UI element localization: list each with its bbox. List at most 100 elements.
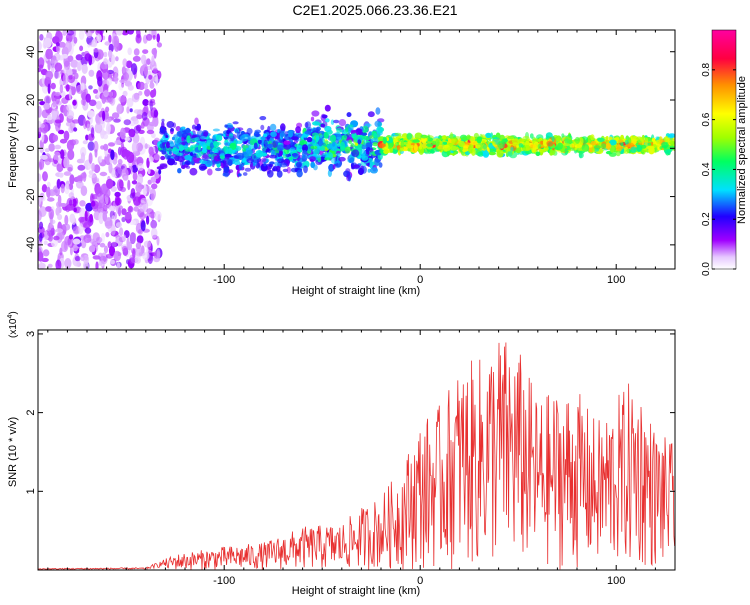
heatmap-cell xyxy=(535,151,541,157)
heatmap-cell xyxy=(346,174,351,182)
heatmap-cell xyxy=(68,88,72,101)
heatmap-cell xyxy=(123,119,131,126)
heatmap-cell xyxy=(374,120,382,128)
y-tick-label: 0 xyxy=(25,145,37,151)
colorbar-tick-label: 0.4 xyxy=(701,162,712,176)
heatmap-cell xyxy=(116,262,121,269)
heatmap-cell xyxy=(488,151,496,156)
heatmap-cell xyxy=(379,142,385,149)
heatmap-cell xyxy=(124,150,131,157)
heatmap-cell xyxy=(54,62,63,72)
heatmap-cell xyxy=(89,213,93,223)
heatmap-cell xyxy=(198,163,207,171)
snr-ylabel: SNR (10 * v/v) xyxy=(7,417,19,487)
heatmap-cell xyxy=(630,146,637,154)
heatmap-cell xyxy=(475,144,481,149)
heatmap-cell xyxy=(420,134,428,139)
heatmap-cell xyxy=(72,99,77,106)
heatmap-cell xyxy=(189,152,193,157)
heatmap-cell xyxy=(111,241,117,247)
heatmap-cell xyxy=(367,111,375,118)
heatmap-cell xyxy=(569,143,575,148)
heatmap-cell xyxy=(156,166,164,170)
heatmap-cell xyxy=(78,223,84,235)
heatmap-cell xyxy=(87,141,95,151)
heatmap-cell xyxy=(144,88,151,97)
heatmap-cell xyxy=(482,150,490,158)
heatmap-cell xyxy=(66,30,75,36)
heatmap-cell xyxy=(373,133,378,138)
heatmap-cell xyxy=(143,66,148,76)
heatmap-cell xyxy=(46,186,51,198)
heatmap-cell xyxy=(54,119,62,124)
heatmap-cell xyxy=(476,136,482,144)
heatmap-cell xyxy=(140,197,148,204)
heatmap-cell xyxy=(43,102,51,110)
heatmap-cell xyxy=(254,133,261,137)
heatmap-cell xyxy=(154,210,162,221)
heatmap-cell xyxy=(426,143,434,147)
heatmap-cell xyxy=(242,144,249,149)
heatmap-cell xyxy=(153,109,159,118)
heatmap-cell xyxy=(63,60,71,71)
heatmap-cell xyxy=(132,248,136,259)
heatmap-cell xyxy=(127,206,134,213)
heatmap-cell xyxy=(86,123,91,132)
heatmap-cell xyxy=(260,124,265,131)
x-tick-label: 100 xyxy=(607,274,625,286)
heatmap-cell xyxy=(132,233,136,238)
heatmap-cell xyxy=(659,146,663,150)
heatmap-cell xyxy=(138,90,143,96)
heatmap-cell xyxy=(227,158,234,163)
heatmap-cell xyxy=(361,145,368,150)
heatmap-cell xyxy=(590,134,595,141)
heatmap-cell xyxy=(232,121,239,125)
heatmap-cell xyxy=(95,186,103,197)
heatmap-cell xyxy=(178,146,185,151)
heatmap-cell xyxy=(184,154,193,161)
heatmap-cell xyxy=(355,128,363,133)
heatmap-cell xyxy=(317,156,322,163)
heatmap-cell xyxy=(71,119,80,124)
heatmap-cell xyxy=(336,153,342,157)
heatmap-cell xyxy=(605,142,612,150)
heatmap-cell xyxy=(518,138,525,143)
heatmap-cell xyxy=(578,150,583,159)
heatmap-cell xyxy=(389,142,393,149)
x-tick-label: 100 xyxy=(607,575,625,587)
heatmap-cell xyxy=(75,181,84,189)
heatmap-cell xyxy=(113,118,121,123)
heatmap-cell xyxy=(149,188,156,200)
heatmap-cell xyxy=(223,140,230,146)
heatmap-cell xyxy=(156,33,160,43)
heatmap-cell xyxy=(396,145,401,151)
heatmap-cell xyxy=(365,162,370,167)
heatmap-cell xyxy=(122,90,128,97)
heatmap-cell xyxy=(237,173,242,177)
heatmap-cell xyxy=(299,140,308,146)
heatmap-cell xyxy=(446,150,451,156)
heatmap-cell xyxy=(108,91,113,99)
heatmap-cell xyxy=(288,130,293,138)
heatmap-cell xyxy=(413,144,418,152)
heatmap-cell xyxy=(116,103,122,115)
heatmap-cell xyxy=(129,257,136,264)
heatmap-cell xyxy=(304,130,312,135)
heatmap-cell xyxy=(329,134,337,143)
heatmap-cell xyxy=(55,121,61,132)
heatmap-cell xyxy=(359,149,367,156)
heatmap-cell xyxy=(618,139,624,143)
heatmap-cell xyxy=(370,167,378,174)
heatmap-cell xyxy=(67,149,75,161)
heatmap-cell xyxy=(357,167,364,176)
heatmap-cell xyxy=(310,116,315,122)
heatmap-cell xyxy=(38,67,42,73)
heatmap-cell xyxy=(515,147,522,154)
heatmap-cell xyxy=(92,255,101,260)
heatmap-cell xyxy=(186,135,191,144)
heatmap-cell xyxy=(38,206,47,218)
colorbar-gradient xyxy=(711,29,737,270)
heatmap-cell xyxy=(148,74,153,80)
heatmap-cell xyxy=(259,116,267,121)
heatmap-cell xyxy=(130,63,138,75)
